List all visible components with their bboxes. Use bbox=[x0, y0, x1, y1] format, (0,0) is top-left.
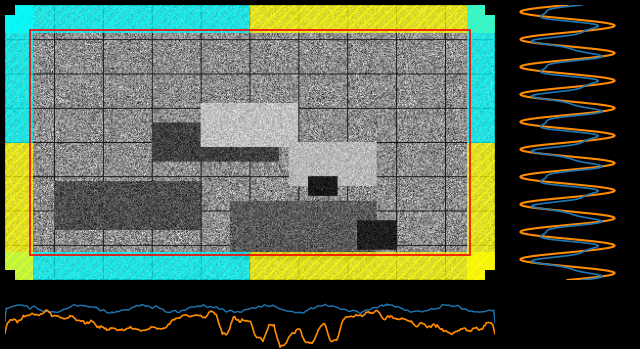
Bar bbox=[5, 270, 15, 280]
Bar bbox=[5, 252, 250, 280]
Bar bbox=[467, 142, 495, 280]
Bar bbox=[250, 5, 495, 33]
Bar bbox=[485, 5, 495, 15]
Bar bbox=[467, 5, 495, 142]
Bar bbox=[5, 5, 15, 15]
Bar bbox=[485, 270, 495, 280]
Bar bbox=[5, 5, 33, 142]
Bar bbox=[5, 142, 33, 280]
Bar bbox=[5, 5, 250, 33]
Bar bbox=[250, 252, 495, 280]
Bar bbox=[30, 30, 470, 255]
